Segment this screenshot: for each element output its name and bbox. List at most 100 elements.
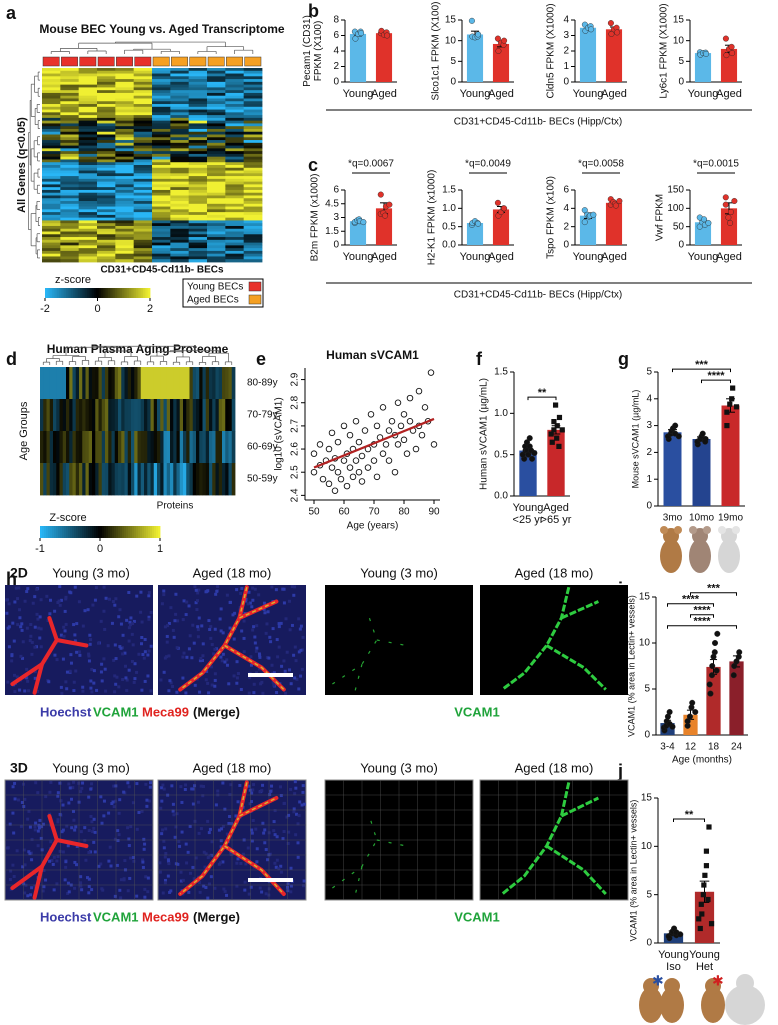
x-tick-label: 18 (708, 742, 720, 753)
data-point (708, 672, 715, 679)
heatmap-cell (131, 431, 135, 464)
nucleus (203, 865, 207, 869)
nucleus (25, 590, 29, 594)
heatmap-cell (60, 187, 80, 191)
heatmap-cell (95, 367, 99, 400)
nucleus (118, 608, 122, 612)
heatmap-cell (228, 431, 233, 464)
heatmap-cell (115, 128, 135, 133)
colorbar-step (46, 526, 49, 538)
nucleus (135, 594, 139, 598)
nucleus (197, 881, 201, 885)
heatmap-cell (160, 431, 164, 464)
nucleus (77, 600, 81, 604)
nucleus (78, 884, 82, 888)
heatmap-cell (137, 463, 142, 496)
heatmap-cell (207, 109, 226, 113)
nucleus (146, 890, 150, 894)
heatmap-cell (243, 79, 263, 83)
x-tick-label: 12 (685, 742, 697, 753)
nucleus (166, 874, 170, 878)
heatmap-cell (157, 431, 161, 464)
nucleus (51, 862, 55, 866)
heatmap-cell (78, 214, 98, 219)
nucleus (72, 809, 76, 813)
heatmap-cell (78, 70, 98, 74)
bar (605, 29, 623, 82)
heatmap-cell (133, 167, 153, 171)
heatmap-cell (111, 463, 116, 496)
y-tick-label: 10 (445, 35, 457, 46)
nucleus (102, 585, 106, 589)
nucleus (235, 681, 239, 685)
nucleus (260, 789, 264, 793)
y-tick-label: 2 (563, 46, 569, 57)
y-tick-label: 150 (667, 185, 684, 196)
bar (492, 209, 510, 245)
heatmap-cell (215, 367, 220, 400)
y-tick-label: 4.5 (325, 198, 339, 209)
heatmap-cell (243, 189, 263, 194)
nucleus (209, 853, 213, 857)
heatmap-cell (212, 399, 216, 432)
y-tick-label: 8 (333, 15, 339, 26)
heatmap-cell (60, 95, 80, 99)
heatmap-cell (42, 104, 61, 108)
x-tick-sublabel: <25 yr (513, 514, 544, 526)
nucleus (71, 786, 75, 790)
heatmap-cell (78, 98, 98, 102)
heatmap-cell (124, 431, 129, 464)
heatmap-cell (225, 170, 245, 174)
colorbar-step (73, 288, 76, 298)
nucleus (207, 691, 211, 695)
heatmap-cell (170, 134, 190, 138)
nucleus (158, 870, 162, 874)
nucleus (187, 890, 191, 894)
nucleus (160, 786, 164, 790)
heatmap-cell (170, 115, 190, 119)
heatmap-cell (243, 242, 263, 246)
heatmap-cell (115, 104, 135, 108)
x-tick-label: Young (658, 949, 689, 961)
nucleus (25, 667, 29, 671)
heatmap-cell (188, 90, 208, 94)
heatmap-cell (153, 367, 158, 400)
colorbar-step (144, 526, 147, 538)
nucleus (128, 876, 132, 880)
heatmap-cell (207, 115, 226, 119)
nucleus (10, 659, 14, 663)
y-axis-label: VCAM1 (% area in Lectin+ vessels) (626, 595, 636, 737)
nucleus (179, 785, 183, 789)
data-point (616, 197, 623, 204)
y-tick-label: 2.5 (290, 465, 301, 479)
heatmap-cell (133, 92, 153, 97)
heatmap-cell (42, 73, 61, 77)
nucleus (228, 793, 232, 797)
heatmap-cell (196, 399, 200, 432)
nucleus (199, 656, 203, 660)
heatmap-cell (207, 142, 226, 146)
colorbar-step (136, 526, 139, 538)
nucleus (11, 621, 15, 625)
data-point (706, 824, 712, 830)
heatmap-cell (118, 399, 122, 432)
heatmap-cell (60, 184, 80, 188)
nucleus (297, 814, 301, 818)
x-axis-label: Age (months) (672, 755, 732, 766)
heatmap-cell (115, 123, 135, 127)
nucleus (55, 859, 59, 863)
heatmap-cell (121, 463, 125, 496)
nucleus (198, 659, 202, 663)
y-tick-label: 0 (563, 77, 569, 88)
nucleus (228, 815, 232, 819)
nucleus (255, 847, 259, 851)
nucleus (41, 889, 45, 893)
data-point (666, 709, 673, 716)
nucleus (167, 622, 171, 626)
colorbar-step (102, 288, 105, 298)
heatmap-cell (42, 170, 61, 174)
heatmap-cell (225, 79, 245, 83)
heatmap-cell (115, 250, 135, 255)
heatmap-cell (207, 259, 226, 263)
heatmap-cell (243, 173, 263, 177)
